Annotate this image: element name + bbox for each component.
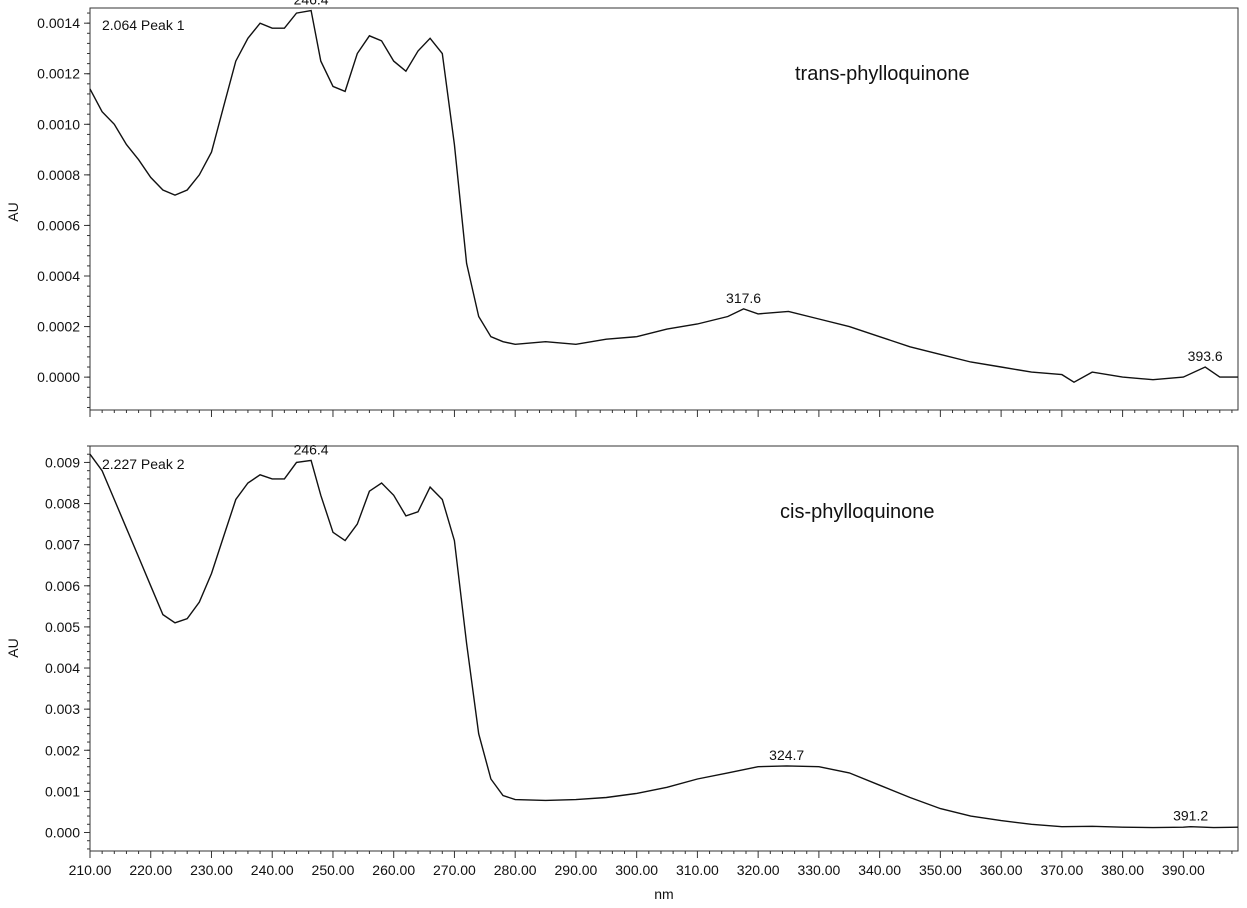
x-tick-label: 220.00: [129, 862, 172, 878]
y-tick-label: 0.005: [45, 619, 80, 635]
y-tick-label: 0.0006: [37, 217, 80, 233]
y-tick-label: 0.0004: [37, 268, 80, 284]
x-tick-label: 330.00: [797, 862, 840, 878]
peak-annotation: 317.6: [726, 290, 761, 306]
x-tick-label: 250.00: [312, 862, 355, 878]
y-tick-label: 0.007: [45, 537, 80, 553]
x-tick-label: 210.00: [69, 862, 112, 878]
y-tick-group: 0.000 0.001 0.002 0.003 0.004 0.005 0.006 0.007…: [45, 445, 90, 850]
peak-info-label: 2.064 Peak 1: [102, 17, 185, 33]
x-tick-label: 300.00: [615, 862, 658, 878]
x-tick-label: 260.00: [372, 862, 415, 878]
y-axis-label: AU: [5, 638, 21, 657]
y-tick-label: 0.0010: [37, 116, 80, 132]
compound-label: trans-phylloquinone: [795, 63, 970, 85]
peak-annotation: 393.6: [1188, 348, 1223, 364]
y-tick-label: 0.008: [45, 496, 80, 512]
x-tick-label: 380.00: [1101, 862, 1144, 878]
x-tick-label: 310.00: [676, 862, 719, 878]
y-tick-label: 0.0014: [37, 15, 80, 31]
y-tick-label: 0.003: [45, 701, 80, 717]
annotation-group: 246.4 317.6 393.6: [294, 0, 1223, 364]
y-tick-group: 0.0000 0.0002 0.0004 0.0006 0.0008 0.0010 0.00…: [37, 12, 90, 408]
x-tick-group: [89, 410, 1233, 417]
y-tick-label: 0.009: [45, 454, 80, 470]
x-tick-label: 230.00: [190, 862, 233, 878]
spectrum-panel-cis: 0.000 0.001 0.002 0.003 0.004 0.005 0.006 0.007…: [5, 441, 1239, 878]
peak-annotation: 391.2: [1173, 808, 1208, 824]
x-tick-group: 210.00 220.00 230.00 240.00 250.00 260.00 270.…: [69, 851, 1233, 878]
x-tick-label: 320.00: [737, 862, 780, 878]
y-tick-label: 0.0002: [37, 319, 80, 335]
x-tick-label: 370.00: [1040, 862, 1083, 878]
peak-annotation: 246.4: [294, 441, 329, 457]
y-tick-label: 0.0000: [37, 369, 80, 385]
series-line: [89, 9, 1238, 384]
x-tick-label: 360.00: [980, 862, 1023, 878]
plot-frame: [89, 445, 1239, 852]
y-tick-label: 0.002: [45, 742, 80, 758]
annotation-group: 246.4 324.7 391.2: [294, 441, 1209, 823]
peak-annotation: 246.4: [294, 0, 329, 8]
x-tick-label: 270.00: [433, 862, 476, 878]
y-tick-label: 0.001: [45, 783, 80, 799]
y-tick-label: 0.0008: [37, 167, 80, 183]
spectrum-panel-trans: 0.0000 0.0002 0.0004 0.0006 0.0008 0.0010 0.00…: [5, 0, 1239, 417]
y-tick-label: 0.000: [45, 824, 80, 840]
x-tick-label: 240.00: [251, 862, 294, 878]
peak-info-label: 2.227 Peak 2: [102, 456, 185, 472]
y-tick-label: 0.006: [45, 578, 80, 594]
x-axis-label: nm: [654, 886, 673, 902]
y-axis-label: AU: [5, 202, 21, 221]
x-tick-label: 280.00: [494, 862, 537, 878]
x-tick-label: 290.00: [555, 862, 598, 878]
x-tick-label: 390.00: [1162, 862, 1205, 878]
x-tick-label: 350.00: [919, 862, 962, 878]
y-tick-label: 0.0012: [37, 66, 80, 82]
compound-label: cis-phylloquinone: [780, 501, 935, 523]
x-tick-label: 340.00: [858, 862, 901, 878]
y-tick-label: 0.004: [45, 660, 80, 676]
plot-frame: [89, 7, 1239, 411]
peak-annotation: 324.7: [769, 747, 804, 763]
series-line: [89, 453, 1239, 829]
